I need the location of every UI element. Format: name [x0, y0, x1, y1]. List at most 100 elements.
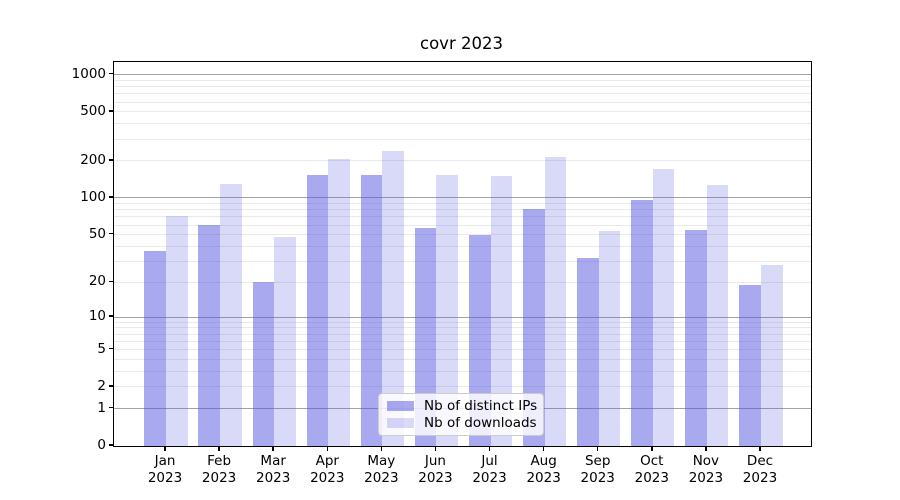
x-tick-label-may: May 2023	[364, 453, 399, 486]
bar-downloads-aug	[544, 157, 567, 446]
y-tick-mark-1000	[109, 72, 113, 75]
y-tick-label-1: 1	[97, 399, 106, 416]
x-tick-mark-jan	[164, 447, 166, 451]
plot-area	[113, 61, 812, 447]
x-tick-label-jun: Jun 2023	[418, 453, 453, 486]
y-tick-label-20: 20	[88, 273, 106, 290]
gridline-minor-80	[114, 209, 811, 211]
y-tick-label-1000: 1000	[71, 65, 106, 82]
gridline-minor-700	[114, 93, 811, 95]
bar-distinct-ips-oct	[631, 199, 653, 446]
x-tick-mark-may	[380, 447, 383, 451]
x-tick-label-nov: Nov 2023	[688, 453, 724, 486]
x-tick-mark-jul	[488, 447, 491, 451]
bar-downloads-oct	[652, 169, 675, 446]
gridline-minor-90	[114, 203, 811, 205]
gridline-minor-70	[114, 216, 811, 218]
bar-downloads-jun	[436, 174, 459, 446]
y-tick-mark-100	[109, 196, 113, 198]
y-tick-mark-50	[109, 232, 113, 235]
x-tick-label-sep: Sep 2023	[580, 453, 615, 486]
gridline-minor-400	[114, 123, 811, 125]
gridline-minor-20	[114, 281, 811, 283]
gridline-major-1000	[114, 74, 811, 76]
legend-swatch-distinct-ips-icon	[387, 400, 414, 411]
legend-entry-distinct-ips: Nb of distinct IPs	[387, 398, 537, 414]
gridline-minor-9	[114, 321, 811, 323]
x-tick-label-apr: Apr 2023	[310, 453, 345, 486]
y-tick-label-50: 50	[88, 225, 106, 242]
x-tick-mark-sep	[597, 447, 599, 451]
y-tick-mark-5	[109, 347, 113, 350]
x-tick-mark-oct	[651, 447, 653, 451]
bar-distinct-ips-mar	[252, 282, 275, 446]
x-tick-mark-mar	[272, 447, 274, 451]
gridline-major-100	[114, 197, 811, 199]
x-tick-mark-dec	[759, 447, 761, 451]
bar-distinct-ips-jan	[144, 250, 166, 446]
y-tick-mark-0	[109, 444, 113, 446]
legend-swatch-downloads-icon	[387, 418, 414, 429]
gridline-minor-5	[114, 349, 811, 351]
bar-distinct-ips-nov	[685, 229, 707, 446]
gridline-minor-200	[114, 160, 811, 162]
y-tick-label-5: 5	[97, 340, 106, 357]
x-tick-label-feb: Feb 2023	[201, 453, 237, 486]
bar-downloads-sep	[598, 230, 621, 446]
gridline-minor-30	[114, 260, 811, 262]
x-tick-mark-apr	[326, 447, 328, 451]
gridline-minor-600	[114, 101, 811, 103]
bar-distinct-ips-jun	[414, 227, 437, 446]
y-tick-mark-2	[109, 385, 113, 387]
bar-distinct-ips-may	[360, 175, 383, 446]
gridline-minor-4	[114, 359, 811, 360]
x-tick-label-oct: Oct 2023	[634, 453, 669, 486]
x-tick-label-aug: Aug 2023	[526, 453, 561, 486]
bar-distinct-ips-dec	[739, 285, 761, 446]
legend-entry-downloads: Nb of downloads	[387, 415, 537, 432]
y-tick-mark-20	[109, 280, 113, 283]
x-tick-label-mar: Mar 2023	[255, 453, 291, 486]
x-tick-mark-aug	[542, 447, 545, 451]
gridline-minor-40	[114, 245, 811, 247]
gridline-minor-800	[114, 86, 811, 88]
gridline-minor-8	[114, 327, 811, 329]
y-tick-label-2: 2	[97, 377, 106, 394]
y-tick-label-500: 500	[80, 102, 106, 119]
x-tick-mark-nov	[705, 447, 707, 451]
y-tick-mark-10	[109, 315, 113, 317]
chart-title: covr 2023	[420, 34, 503, 53]
y-tick-label-200: 200	[80, 151, 106, 168]
y-tick-mark-200	[109, 159, 113, 161]
bar-downloads-may	[382, 151, 404, 446]
bar-downloads-feb	[220, 184, 242, 446]
x-tick-mark-jun	[434, 447, 437, 451]
y-tick-label-100: 100	[80, 188, 106, 205]
gridline-minor-3	[114, 371, 811, 372]
gridline-minor-7	[114, 333, 811, 335]
y-tick-mark-1	[109, 407, 113, 409]
gridline-minor-2	[114, 386, 811, 388]
bar-downloads-mar	[274, 236, 296, 446]
x-tick-label-jul: Jul 2023	[472, 453, 507, 486]
bar-distinct-ips-sep	[577, 258, 599, 446]
bar-distinct-ips-apr	[306, 174, 329, 446]
bar-downloads-nov	[706, 184, 729, 446]
gridline-minor-900	[114, 79, 811, 81]
gridline-minor-60	[114, 224, 811, 226]
bar-downloads-dec	[760, 265, 783, 446]
gridline-minor-500	[114, 111, 811, 113]
gridline-minor-300	[114, 138, 811, 140]
bar-distinct-ips-feb	[198, 225, 221, 446]
legend: Nb of distinct IPs Nb of downloads	[378, 393, 544, 436]
y-tick-label-0: 0	[97, 437, 106, 453]
y-tick-mark-500	[109, 110, 113, 112]
bar-downloads-apr	[328, 159, 350, 446]
y-tick-label-10: 10	[88, 308, 106, 325]
legend-label-downloads: Nb of downloads	[424, 415, 537, 432]
x-tick-mark-feb	[218, 447, 220, 451]
bar-distinct-ips-aug	[523, 208, 545, 446]
x-tick-label-jan: Jan 2023	[147, 453, 183, 486]
gridline-minor-50	[114, 234, 811, 236]
